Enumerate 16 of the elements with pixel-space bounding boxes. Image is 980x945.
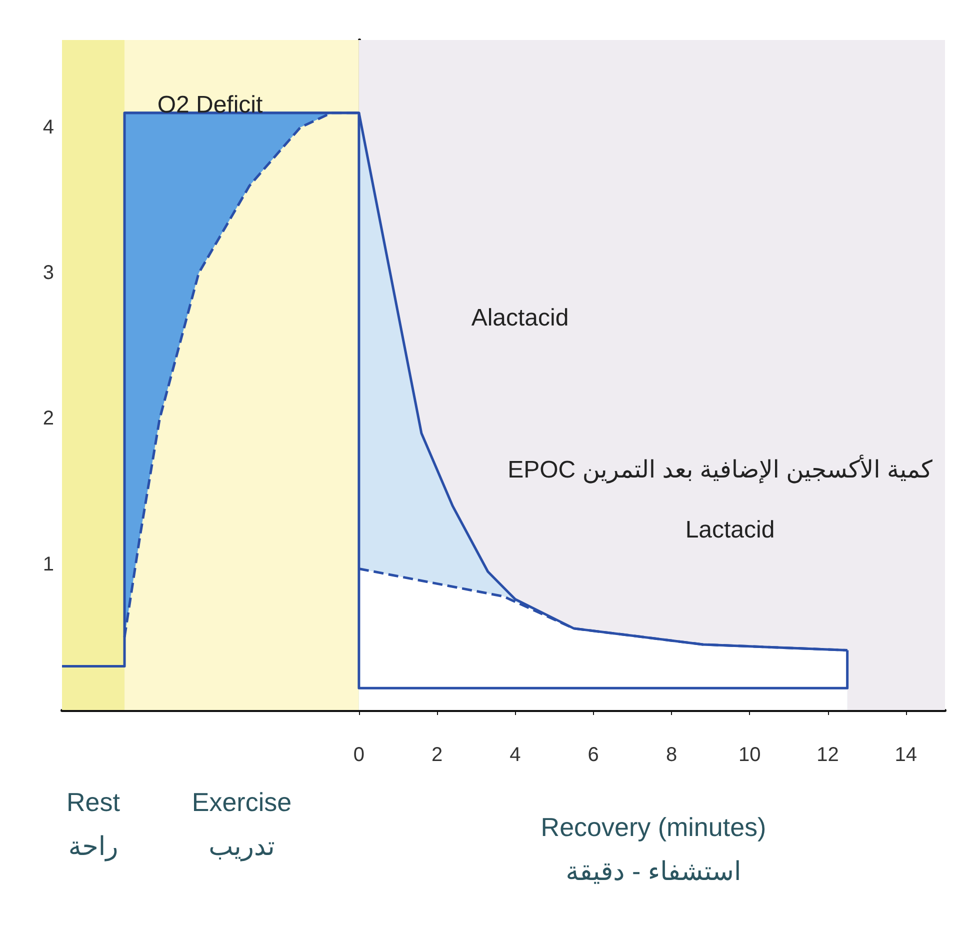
x-tick-label: 14 <box>894 744 918 766</box>
y-tick-label: 1 <box>42 553 54 576</box>
y-tick-label: 4 <box>42 116 54 138</box>
x-tick-label: 0 <box>353 744 364 766</box>
x-tick-label: 10 <box>738 744 761 766</box>
x-tick-label: 6 <box>588 744 599 766</box>
x-tick-label: 12 <box>816 744 839 766</box>
y-tick-label: 3 <box>42 262 54 284</box>
annotation: EPOC كمية الأكسجين الإضافية بعد التمرين <box>508 454 933 484</box>
x-tick-label: 8 <box>666 744 678 766</box>
y-tick-label: 2 <box>42 408 54 430</box>
annotation: O2 Deficit <box>157 92 264 118</box>
x-tick-label: 2 <box>432 744 443 766</box>
x-tick-label: 4 <box>510 744 521 766</box>
annotation: Alactacid <box>471 304 569 332</box>
annotation: Lactacid <box>685 516 775 544</box>
